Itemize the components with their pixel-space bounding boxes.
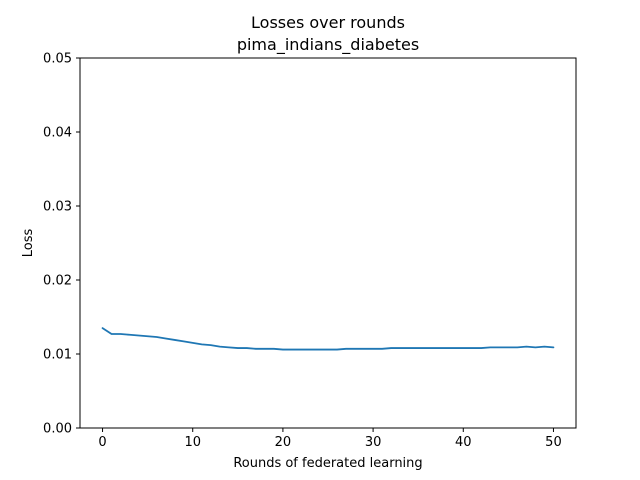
loss-series-line <box>101 327 555 351</box>
axes-frame <box>79 57 577 429</box>
y-tick-label: 0.00 <box>43 422 72 437</box>
x-tick-label: 40 <box>455 435 472 450</box>
chart-subtitle: pima_indians_diabetes <box>237 35 419 55</box>
y-tick-label: 0.04 <box>43 126 72 141</box>
y-tick-label: 0.01 <box>43 348 72 363</box>
plot-area: 0 10 20 30 40 50 0.00 0.01 0.02 0.03 0.04 0.05 <box>43 52 562 451</box>
chart-title: Losses over rounds <box>251 13 405 32</box>
x-tick-label: 10 <box>184 435 201 450</box>
y-tick-label: 0.03 <box>43 200 72 215</box>
y-tick-label: 0.05 <box>43 52 72 67</box>
x-axis-label: Rounds of federated learning <box>233 456 422 471</box>
y-axis-label: Loss <box>21 229 36 258</box>
y-tick-label: 0.02 <box>43 274 72 289</box>
x-tick-label: 20 <box>275 435 292 450</box>
x-tick-label: 30 <box>365 435 382 450</box>
x-tick-label: 0 <box>98 435 106 450</box>
x-tick-label: 50 <box>545 435 562 450</box>
